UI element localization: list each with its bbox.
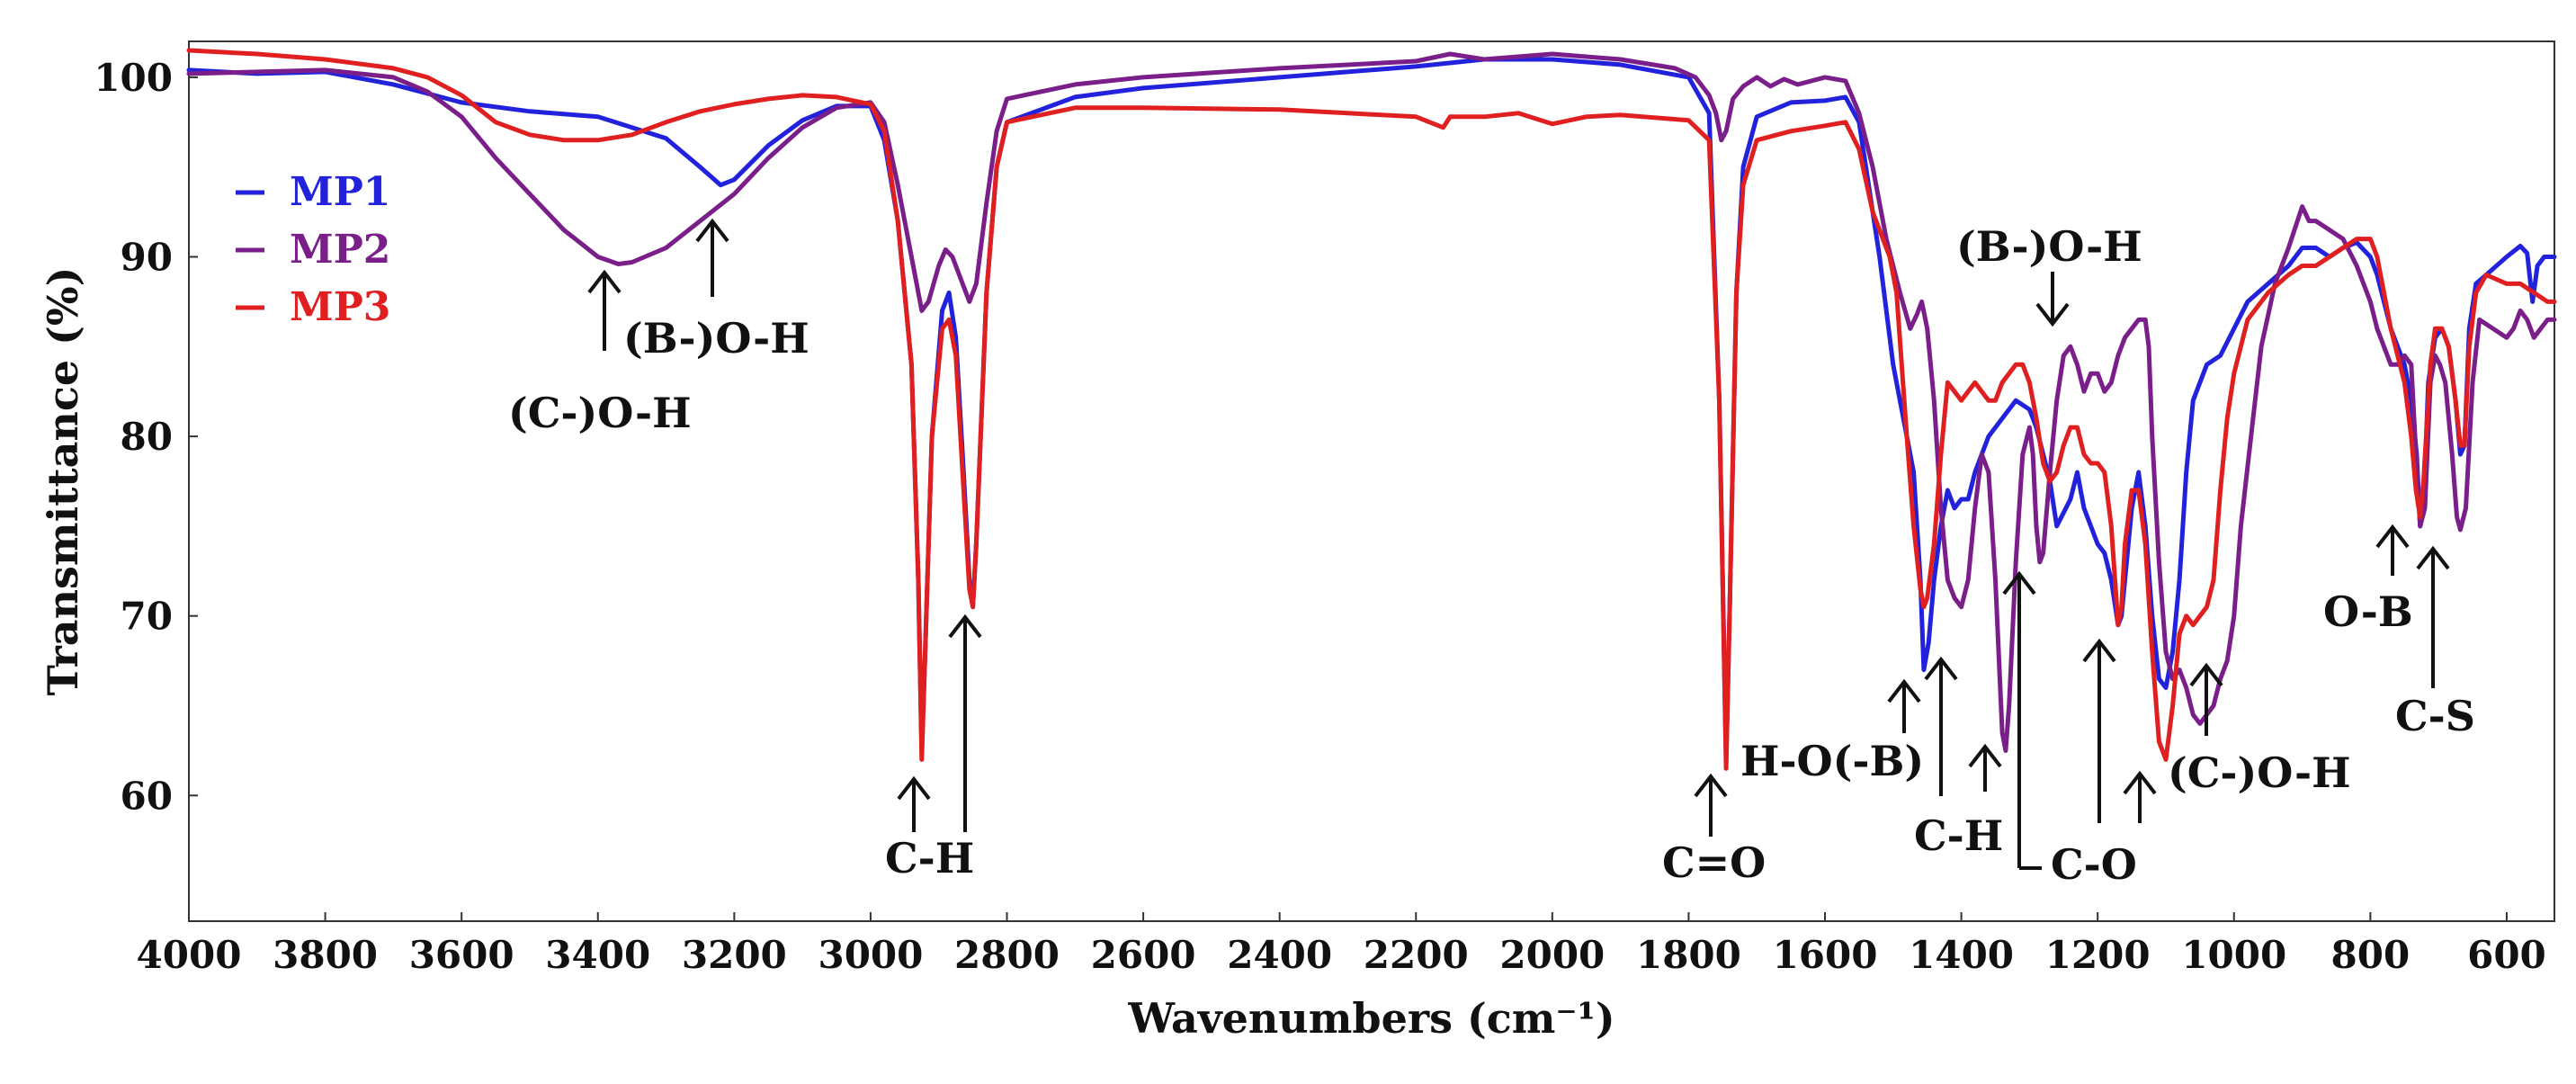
annotation-arrow <box>2035 272 2070 327</box>
annotation-arrow <box>948 614 982 832</box>
y-tick-label: 90 <box>121 236 173 280</box>
annotation-label: C-H <box>885 834 974 882</box>
annotation-arrow <box>1968 743 2002 792</box>
annotation-co-1745: C=O <box>1662 773 1766 887</box>
annotation-arrow <box>1694 773 1728 837</box>
x-tick-label: 4000 <box>137 933 242 977</box>
annotation-hob-1455: H-O(-B) <box>1740 678 1924 785</box>
x-tick-label: 3600 <box>409 933 514 977</box>
x-tick-label: 1000 <box>2181 933 2286 977</box>
annotation-boh-1245: (B-)O-H <box>1956 222 2142 327</box>
legend-label: MP3 <box>290 284 390 330</box>
x-tick-label: 2400 <box>1227 933 1332 977</box>
annotation-label: (C-)O-H <box>2168 748 2351 797</box>
annotation-arrow <box>2375 524 2410 576</box>
x-tick-label: 1600 <box>1773 933 1878 977</box>
legend-label: MP2 <box>290 227 390 273</box>
annotation-arrow <box>1924 656 1958 796</box>
annotation-arrow <box>2189 662 2223 736</box>
annotation-coh-3400: (C-)O-H <box>508 269 692 437</box>
series-layer <box>186 48 2557 771</box>
annotation-arrow <box>2416 545 2450 688</box>
annotation-arrow <box>587 269 622 351</box>
annotation-arrow <box>2082 638 2116 823</box>
x-tick-label: 600 <box>2467 933 2546 977</box>
annotation-label: C-S <box>2395 692 2475 740</box>
x-tick-label: 3400 <box>545 933 650 977</box>
series-line-mp3 <box>186 48 2557 771</box>
annotation-label: C-O <box>2051 840 2137 889</box>
annotation-ch-1400: C-H <box>1914 656 2003 860</box>
annotation-label: C=O <box>1662 838 1766 887</box>
annotation-arrow <box>695 218 729 297</box>
x-tick-label: 2000 <box>1499 933 1605 977</box>
annotation-boh-3220: (B-)O-H <box>623 218 809 363</box>
annotation-label: (C-)O-H <box>508 389 692 437</box>
annotation-arrow <box>897 775 931 832</box>
annotation-layer: (C-)O-H (B-)O-H C-H C=O H-O(-B) <box>508 218 2475 889</box>
y-tick-label: 60 <box>121 774 173 818</box>
annotation-ch-2920: C-H <box>885 614 982 882</box>
plot-frame <box>188 40 2555 922</box>
annotation-label: O-B <box>2323 587 2413 636</box>
legend: MP1 MP2 MP3 <box>236 169 390 330</box>
legend-item-mp1: MP1 <box>236 169 390 215</box>
legend-item-mp2: MP2 <box>236 227 390 273</box>
x-tick-label: 2800 <box>954 933 1060 977</box>
y-axis-title: Transmittance (%) <box>39 267 87 696</box>
x-tick-label: 2200 <box>1364 933 1469 977</box>
annotation-label: H-O(-B) <box>1740 737 1924 785</box>
annotation-label: (B-)O-H <box>623 314 809 363</box>
x-tick-label: 1400 <box>1909 933 2014 977</box>
annotation-arrow <box>2002 570 2036 868</box>
annotation-label: (B-)O-H <box>1956 222 2142 271</box>
annotation-cs-665: C-S <box>2395 545 2475 740</box>
x-tick-label: 3000 <box>818 933 923 977</box>
x-tick-label: 3200 <box>682 933 787 977</box>
annotation-label: C-H <box>1914 811 2003 860</box>
annotation-co-1280: C-O <box>2002 570 2157 889</box>
x-tick-label: 800 <box>2331 933 2411 977</box>
x-tick-label: 1800 <box>1636 933 1741 977</box>
x-axis-ticks: 4000 3800 3600 3400 3200 3000 2800 2600 2400 2200… <box>137 912 2546 977</box>
y-tick-label: 100 <box>94 56 173 100</box>
y-tick-label: 80 <box>121 415 173 459</box>
legend-label: MP1 <box>290 169 390 215</box>
x-tick-label: 3800 <box>273 933 378 977</box>
y-axis-ticks: 60 70 80 90 100 <box>94 56 198 818</box>
y-tick-label: 70 <box>121 595 173 639</box>
x-tick-label: 1200 <box>2045 933 2151 977</box>
x-axis-title: Wavenumbers (cm⁻¹) <box>1127 994 1614 1043</box>
annotation-arrow <box>1887 678 1921 733</box>
series-line-mp2 <box>186 51 2557 753</box>
x-tick-label: 2600 <box>1091 933 1196 977</box>
annotation-ob-725: O-B <box>2323 524 2413 636</box>
legend-item-mp3: MP3 <box>236 284 390 330</box>
annotation-arrow <box>2123 770 2157 823</box>
annotation-coh-1000: (C-)O-H <box>2168 662 2351 797</box>
